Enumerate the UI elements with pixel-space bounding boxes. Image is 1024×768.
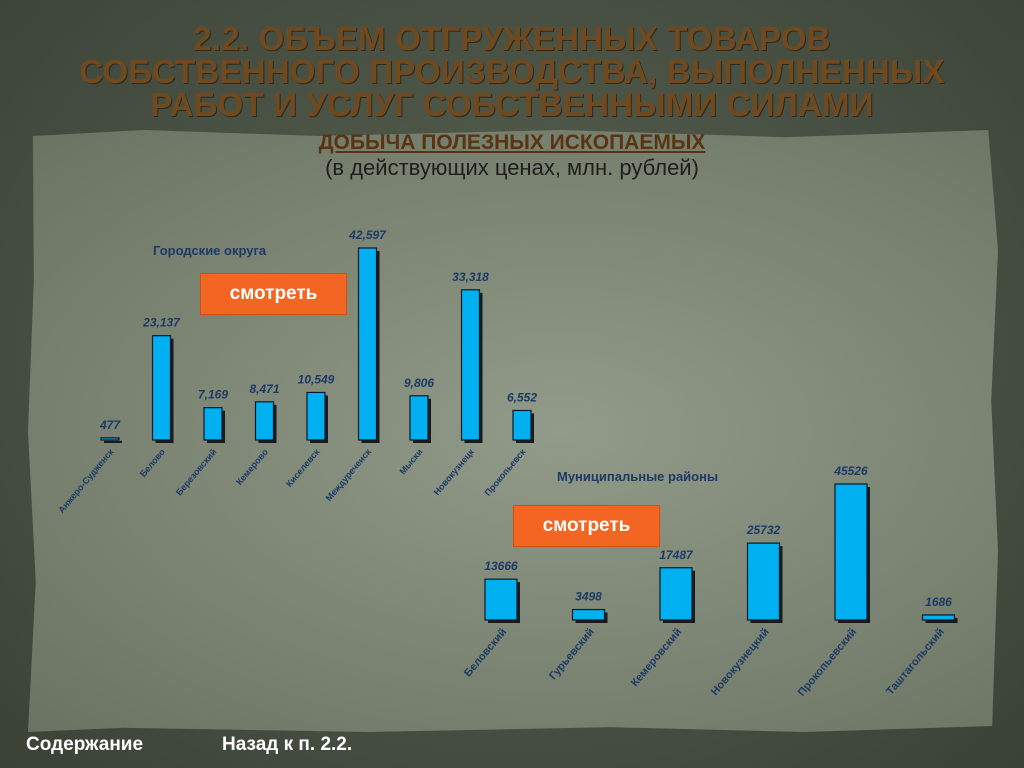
category-label: Таштагольский (884, 626, 947, 697)
category-label: Новокузнецк (432, 446, 477, 497)
category-label: Прокопьевский (796, 626, 860, 699)
bar-municipal-5 (923, 615, 955, 620)
bar-urban-3 (256, 402, 274, 440)
category-label: Новокузнецкий (709, 626, 772, 698)
category-label: Междуреченск (324, 446, 374, 503)
data-label: 13666 (484, 559, 518, 573)
bar-municipal-2 (660, 568, 692, 620)
contents-link[interactable]: Содержание (26, 734, 143, 756)
data-label: 25732 (746, 523, 781, 537)
category-label: Кемерово (234, 446, 270, 486)
data-label: 7,169 (198, 388, 228, 402)
bar-urban-2 (204, 408, 222, 440)
data-label: 1686 (925, 595, 952, 609)
bar-municipal-1 (573, 610, 605, 620)
category-label: Кемеровский (629, 626, 684, 689)
category-label: Прокопьевск (482, 446, 527, 497)
data-label: 33,318 (452, 270, 489, 284)
bar-urban-5 (359, 248, 377, 440)
back-link[interactable]: Назад к п. 2.2. (222, 734, 352, 756)
bar-urban-7 (462, 290, 480, 440)
data-label: 17487 (659, 548, 694, 562)
bar-shadow (104, 441, 122, 443)
data-label: 45526 (833, 464, 868, 478)
data-label: 42,597 (348, 228, 387, 242)
data-label: 477 (99, 418, 121, 432)
category-label: Киселевск (284, 446, 322, 488)
bar-urban-8 (513, 410, 531, 440)
bar-urban-6 (410, 396, 428, 440)
category-label: Мыски (397, 447, 424, 477)
bar-municipal-4 (835, 484, 867, 620)
data-label: 6,552 (507, 390, 537, 404)
data-label: 23,137 (142, 316, 181, 330)
data-label: 8,471 (249, 382, 279, 396)
category-label: Белово (138, 446, 168, 478)
data-label: 9,806 (404, 376, 434, 390)
bar-municipal-0 (485, 579, 517, 620)
category-label: Беловский (462, 626, 509, 679)
bar-urban-1 (153, 336, 171, 440)
category-label: Анжеро-Судженск (56, 446, 116, 514)
category-label: Гурьевский (547, 626, 597, 682)
category-label: Березовский (174, 447, 219, 498)
bar-urban-0 (101, 438, 119, 440)
bar-urban-4 (307, 392, 325, 440)
data-label: 3498 (575, 590, 602, 604)
bar-municipal-3 (748, 543, 780, 620)
data-label: 10,549 (298, 372, 335, 386)
